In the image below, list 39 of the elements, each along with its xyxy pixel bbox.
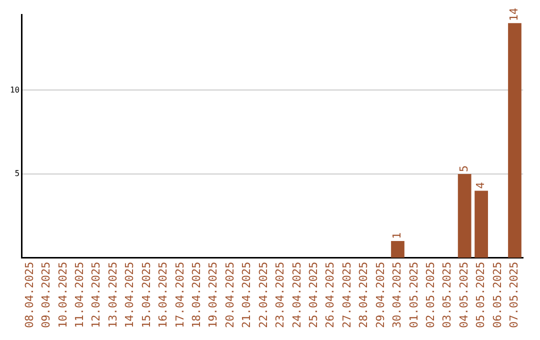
x-tick-label: 03.05.2025: [440, 262, 454, 328]
x-tick-label: 27.04.2025: [340, 262, 354, 328]
bar: [474, 190, 488, 258]
data-label: 14: [508, 8, 521, 22]
x-tick-label: 30.04.2025: [390, 262, 404, 328]
data-label: 1: [390, 232, 404, 240]
bar: [391, 241, 404, 258]
x-tick-label: 25.04.2025: [307, 262, 320, 328]
x-tick-label: 11.04.2025: [72, 262, 86, 328]
x-tick-label: 23.04.2025: [274, 262, 287, 328]
x-tick-label: 05.05.2025: [474, 262, 488, 328]
x-tick-label: 18.04.2025: [190, 262, 204, 328]
x-tick-label: 04.05.2025: [457, 262, 470, 328]
data-label: 4: [474, 182, 488, 189]
x-tick-label: 20.04.2025: [223, 262, 236, 328]
x-tick-label: 28.04.2025: [357, 262, 370, 328]
bar: [508, 23, 522, 258]
x-tick-label: 24.04.2025: [290, 262, 304, 328]
x-tick-label: 29.04.2025: [374, 262, 387, 328]
x-tick-label: 09.04.2025: [40, 262, 53, 328]
x-tick-label: 08.04.2025: [22, 262, 36, 328]
bar: [458, 174, 472, 258]
x-tick-label: 13.04.2025: [106, 262, 120, 328]
x-tick-label: 10.04.2025: [56, 262, 70, 328]
x-tick-label: 17.04.2025: [173, 262, 186, 328]
x-tick-label: 16.04.2025: [156, 262, 170, 328]
x-tick-label: 07.05.2025: [508, 262, 521, 328]
x-tick-label: 14.04.2025: [123, 262, 136, 328]
x-tick-label: 26.04.2025: [324, 262, 337, 328]
x-tick-label: 15.04.2025: [140, 262, 153, 328]
x-tick-label: 02.05.2025: [424, 262, 438, 328]
x-tick-label: 19.04.2025: [206, 262, 220, 328]
x-tick-label: 22.04.2025: [256, 262, 270, 328]
x-tick-label: 01.05.2025: [407, 262, 420, 328]
x-tick-label: 12.04.2025: [90, 262, 103, 328]
data-label: 5: [457, 165, 470, 172]
x-tick-label: 06.05.2025: [490, 262, 504, 328]
x-tick-label: 21.04.2025: [240, 262, 254, 328]
y-tick-label: 10: [10, 85, 20, 94]
